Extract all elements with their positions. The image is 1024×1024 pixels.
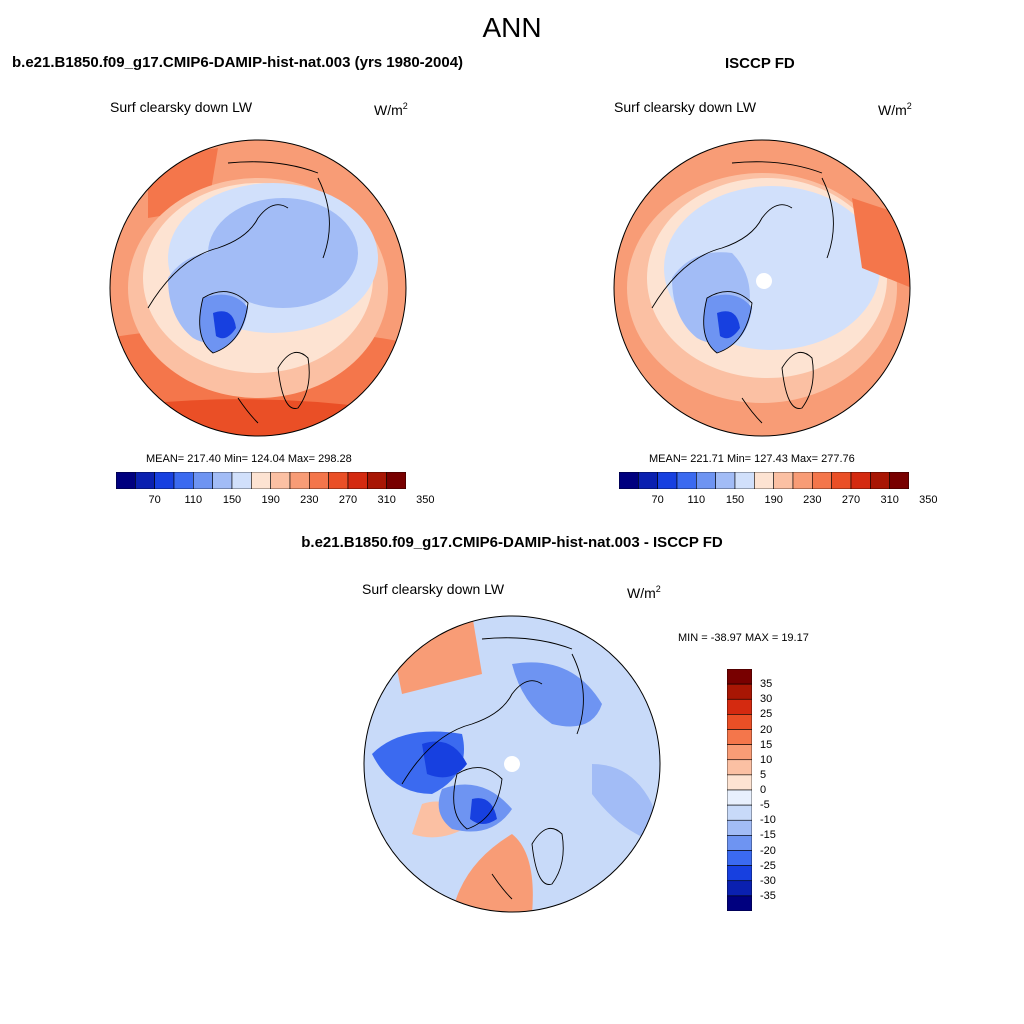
test-colorbar-tick: 150 xyxy=(222,494,242,506)
diff-minmax: MIN = -38.97 MAX = 19.17 xyxy=(678,632,809,644)
diff-colorbar-tick: 25 xyxy=(760,708,773,721)
test-colorbar-tick: 110 xyxy=(184,494,203,506)
main-title: ANN xyxy=(482,12,542,43)
test-colorbar-box xyxy=(367,472,387,489)
obs-units-label: W/m2 xyxy=(878,101,912,118)
diff-colorbar-box xyxy=(727,683,752,700)
obs-colorbar-box xyxy=(734,472,755,489)
test-colorbar-tick: 190 xyxy=(261,494,280,506)
diff-colorbar-box xyxy=(727,789,752,806)
obs-colorbar-box xyxy=(696,472,716,489)
obs-colorbar-box xyxy=(792,472,813,489)
diff-colorbar-box xyxy=(727,744,752,761)
test-colorbar-tick: 350 xyxy=(416,494,435,506)
obs-colorbar-tick: 230 xyxy=(803,494,822,506)
obs-colorbar-tick: 70 xyxy=(651,494,664,506)
obs-colorbar-box xyxy=(638,472,658,489)
test-colorbar-box xyxy=(212,472,233,489)
test-colorbar-box xyxy=(289,472,310,489)
diff-colorbar-box xyxy=(727,850,752,866)
test-polar-map xyxy=(109,139,407,437)
diff-colorbar-tick: 0 xyxy=(760,784,767,796)
diff-colorbar-tick: -25 xyxy=(760,859,776,872)
test-colorbar xyxy=(116,472,406,489)
diff-colorbar-box xyxy=(727,865,752,882)
obs-stats: MEAN= 221.71 Min= 127.43 Max= 277.76 xyxy=(649,453,855,465)
diff-colorbar-tick: 15 xyxy=(760,738,773,751)
diff-colorbar-box xyxy=(727,714,752,730)
diff-colorbar-box xyxy=(727,759,752,776)
diff-colorbar-tick: 30 xyxy=(760,693,773,706)
test-units-label: W/m2 xyxy=(374,101,408,118)
diff-colorbar-tick: -20 xyxy=(760,844,776,857)
diff-panel-title: b.e21.B1850.f09_g17.CMIP6-DAMIP-hist-nat… xyxy=(301,534,723,551)
obs-colorbar-tick: 190 xyxy=(764,494,783,506)
test-colorbar-box xyxy=(386,472,406,489)
diff-colorbar-ticks: 35 30 25 20 15 10 5 0 -5 -10 -15 -20 -25 -30 -35 xyxy=(760,669,800,911)
diff-colorbar-tick: -5 xyxy=(760,799,770,812)
diff-colorbar-tick: 35 xyxy=(760,678,773,691)
obs-variable-label: Surf clearsky down LW xyxy=(614,99,757,115)
diff-colorbar-box xyxy=(727,835,752,851)
diff-colorbar-tick: 20 xyxy=(760,723,773,736)
obs-colorbar-box xyxy=(831,472,852,489)
obs-panel-title: ISCCP FD xyxy=(725,55,795,72)
diff-colorbar-tick: -15 xyxy=(760,829,776,842)
diff-colorbar-box xyxy=(727,729,752,745)
test-colorbar-box xyxy=(116,472,136,489)
test-colorbar-ticks: 70 110 150 190 230 270 310 350 xyxy=(116,494,435,508)
test-colorbar-box xyxy=(251,472,271,489)
test-colorbar-tick: 310 xyxy=(377,494,396,506)
test-colorbar-box xyxy=(173,472,194,489)
diff-colorbar-box xyxy=(727,804,752,821)
obs-colorbar-tick: 310 xyxy=(880,494,899,506)
obs-colorbar-box xyxy=(657,472,678,489)
diff-colorbar-tick: -30 xyxy=(760,874,776,887)
obs-colorbar-box xyxy=(870,472,890,489)
obs-colorbar-box xyxy=(889,472,909,489)
diff-colorbar-box xyxy=(727,669,752,685)
obs-colorbar-box xyxy=(773,472,794,489)
test-colorbar-box xyxy=(193,472,213,489)
diff-units-label: W/m2 xyxy=(627,584,661,601)
diff-colorbar xyxy=(727,669,752,911)
diff-variable-label: Surf clearsky down LW xyxy=(362,581,505,597)
test-stats: MEAN= 217.40 Min= 124.04 Max= 298.28 xyxy=(146,453,352,465)
obs-colorbar-box xyxy=(619,472,639,489)
test-colorbar-box xyxy=(154,472,175,489)
diff-colorbar-box xyxy=(727,774,752,791)
diff-colorbar-tick: -35 xyxy=(760,889,776,902)
obs-colorbar-tick: 350 xyxy=(919,494,938,506)
test-colorbar-box xyxy=(270,472,291,489)
test-colorbar-tick: 270 xyxy=(338,494,358,506)
obs-colorbar-tick: 110 xyxy=(687,494,706,506)
obs-colorbar xyxy=(619,472,909,489)
obs-colorbar-box xyxy=(754,472,774,489)
test-colorbar-box xyxy=(231,472,252,489)
obs-colorbar-box xyxy=(812,472,832,489)
diff-colorbar-tick: -10 xyxy=(760,814,776,827)
diff-colorbar-box xyxy=(727,698,752,715)
diff-colorbar-tick: 5 xyxy=(760,768,767,781)
obs-colorbar-box xyxy=(850,472,871,489)
obs-colorbar-ticks: 70 110 150 190 230 270 310 350 xyxy=(619,494,938,508)
obs-colorbar-box xyxy=(715,472,736,489)
obs-colorbar-box xyxy=(676,472,697,489)
test-colorbar-box xyxy=(328,472,349,489)
test-colorbar-box xyxy=(135,472,155,489)
diff-polar-map xyxy=(363,615,661,913)
diff-colorbar-box xyxy=(727,880,752,897)
test-variable-label: Surf clearsky down LW xyxy=(110,99,253,115)
test-colorbar-box xyxy=(309,472,329,489)
test-colorbar-tick: 70 xyxy=(148,494,161,506)
diff-colorbar-box xyxy=(727,819,752,836)
obs-colorbar-tick: 270 xyxy=(841,494,861,506)
diff-colorbar-box xyxy=(727,895,752,911)
obs-colorbar-tick: 150 xyxy=(725,494,745,506)
test-colorbar-box xyxy=(347,472,368,489)
test-panel-title: b.e21.B1850.f09_g17.CMIP6-DAMIP-hist-nat… xyxy=(12,54,464,71)
diff-colorbar-tick: 10 xyxy=(760,753,773,766)
test-colorbar-tick: 230 xyxy=(300,494,319,506)
obs-polar-map xyxy=(613,139,911,437)
